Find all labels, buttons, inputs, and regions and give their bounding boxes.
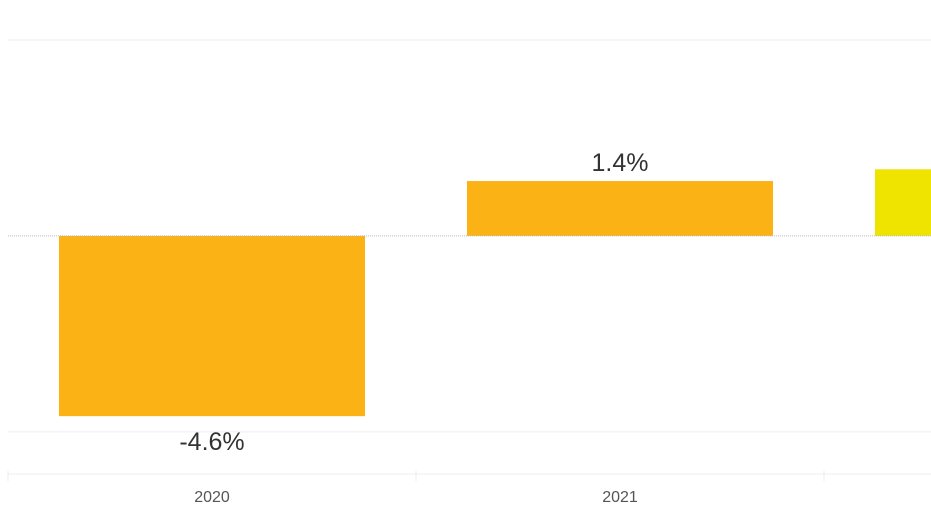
data-label: 1.4% — [592, 149, 649, 177]
data-label: -4.6% — [179, 428, 244, 456]
bar-partial — [875, 169, 931, 236]
bar-2020 — [59, 235, 365, 417]
x-tick-label: 2020 — [194, 489, 230, 506]
bar-2021 — [467, 181, 773, 236]
x-tick-label: 2021 — [602, 489, 638, 506]
